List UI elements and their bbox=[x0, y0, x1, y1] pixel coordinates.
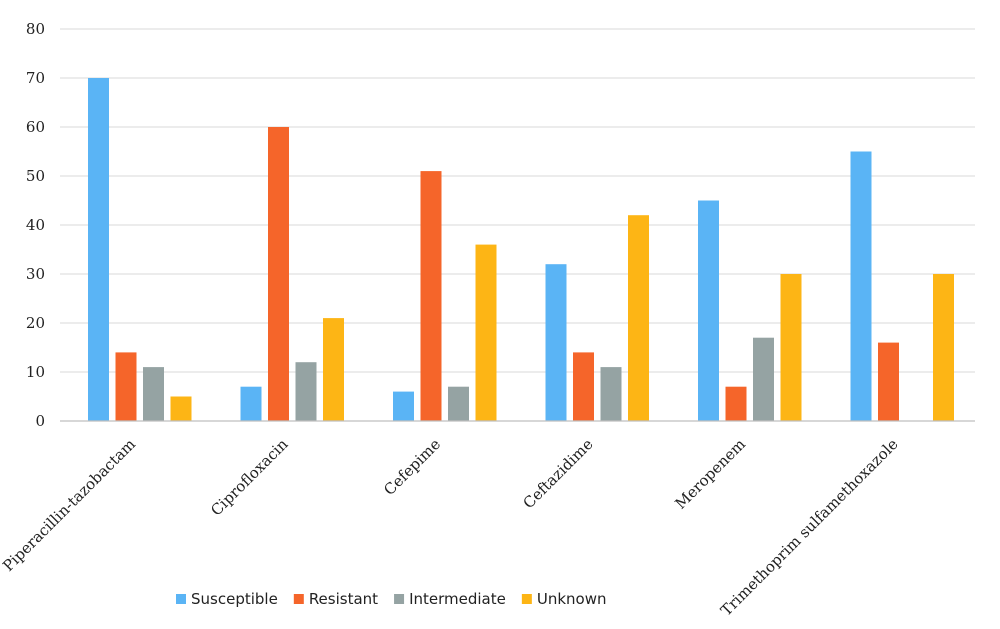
bar bbox=[115, 352, 137, 421]
legend-item: Intermediate bbox=[394, 590, 506, 608]
legend-label: Susceptible bbox=[191, 590, 278, 608]
bar bbox=[698, 200, 719, 421]
legend-label: Intermediate bbox=[409, 590, 506, 608]
legend-swatch bbox=[176, 594, 186, 604]
bar-group bbox=[850, 151, 954, 421]
category-label: Meropenem bbox=[672, 435, 750, 513]
bars bbox=[88, 78, 954, 421]
bar bbox=[420, 171, 442, 421]
bar bbox=[725, 386, 747, 421]
gridlines bbox=[60, 28, 975, 373]
bar-group bbox=[88, 78, 192, 421]
bar bbox=[143, 367, 164, 421]
category-label: Cefepime bbox=[380, 435, 444, 499]
legend-swatch bbox=[394, 594, 405, 604]
y-axis-tick-labels: 0 10 20 30 40 50 60 70 80 bbox=[26, 20, 45, 430]
bar-group bbox=[393, 171, 497, 421]
bar bbox=[268, 127, 289, 421]
legend-swatch bbox=[521, 594, 532, 604]
bar-group bbox=[545, 215, 649, 421]
bar bbox=[780, 274, 802, 421]
bar bbox=[628, 215, 649, 421]
y-tick-label: 80 bbox=[26, 20, 45, 38]
legend-label: Resistant bbox=[309, 590, 378, 608]
bar-group bbox=[240, 127, 344, 421]
category-label: Ciprofloxacin bbox=[207, 435, 292, 520]
y-tick-label: 60 bbox=[26, 118, 45, 136]
bar bbox=[573, 352, 594, 421]
y-tick-label: 40 bbox=[26, 216, 45, 234]
bar bbox=[170, 396, 192, 421]
legend-item: Susceptible bbox=[176, 590, 278, 608]
bar bbox=[850, 151, 872, 421]
legend-swatch bbox=[293, 594, 304, 604]
bar bbox=[475, 244, 497, 421]
y-tick-label: 30 bbox=[26, 265, 45, 283]
bar bbox=[878, 342, 899, 421]
y-tick-label: 0 bbox=[35, 412, 45, 430]
bar bbox=[295, 362, 317, 421]
legend-item: Resistant bbox=[293, 590, 378, 608]
y-tick-label: 50 bbox=[26, 167, 45, 185]
bar bbox=[448, 386, 469, 421]
bar bbox=[240, 386, 262, 421]
bar bbox=[393, 391, 414, 421]
legend-item: Unknown bbox=[521, 590, 607, 608]
category-label: Trimethoprim sulfamethoxazole bbox=[717, 435, 902, 620]
bar bbox=[545, 264, 567, 421]
bar bbox=[88, 78, 109, 421]
bar bbox=[323, 318, 344, 421]
bar bbox=[753, 337, 774, 421]
bar bbox=[933, 274, 954, 421]
category-label: Ceftazidime bbox=[519, 435, 596, 512]
legend: Susceptible Resistant Intermediate Unknown bbox=[176, 590, 606, 608]
bar bbox=[600, 367, 622, 421]
y-tick-label: 10 bbox=[26, 363, 45, 381]
y-tick-label: 70 bbox=[26, 69, 45, 87]
bar-group bbox=[698, 200, 802, 421]
legend-label: Unknown bbox=[537, 590, 607, 608]
category-label: Piperacillin-tazobactam bbox=[0, 435, 139, 575]
y-tick-label: 20 bbox=[26, 314, 45, 332]
